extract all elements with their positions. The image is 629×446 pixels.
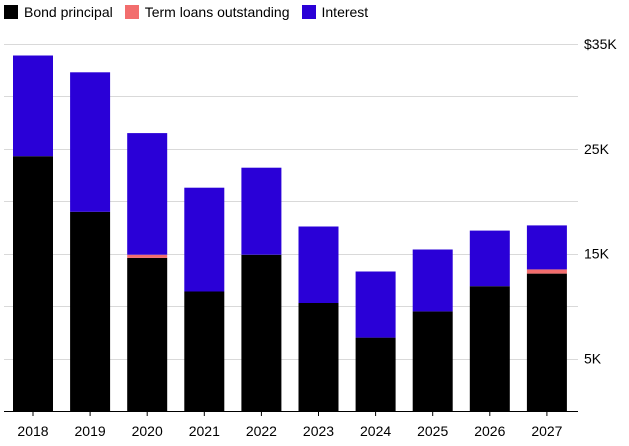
bar-segment — [241, 254, 282, 411]
bar-segment — [526, 269, 567, 274]
bar-segment — [355, 271, 396, 338]
x-tick-label: 2025 — [417, 423, 448, 439]
bar-segment — [469, 230, 510, 287]
bar-segment — [184, 291, 225, 411]
x-tick-label: 2027 — [531, 423, 562, 439]
x-tick-label: 2026 — [474, 423, 505, 439]
legend-label: Term loans outstanding — [144, 4, 290, 20]
bar-segment — [298, 303, 339, 411]
legend-swatch — [4, 5, 18, 19]
x-tick-label: 2019 — [75, 423, 106, 439]
bar-segment — [469, 286, 510, 411]
y-tick-label: 15K — [584, 246, 610, 262]
x-tick-label: 2023 — [303, 423, 334, 439]
bar-segment — [241, 167, 282, 255]
bar-segment — [13, 55, 53, 157]
bar-segment — [184, 187, 225, 292]
legend: Bond principal Term loans outstanding Inte… — [4, 2, 368, 22]
legend-swatch — [124, 5, 139, 19]
bar-segment — [127, 254, 168, 258]
y-tick-label: 25K — [584, 141, 610, 157]
bar-segment — [127, 257, 168, 411]
bar-segment — [412, 311, 453, 411]
legend-swatch — [301, 5, 316, 19]
legend-item: Bond principal — [4, 4, 113, 20]
bar-segment — [412, 249, 453, 312]
bar-segment — [298, 226, 339, 303]
legend-item: Interest — [301, 4, 369, 20]
bar-segment — [13, 156, 53, 411]
bar-segment — [70, 72, 111, 212]
y-tick-label: $35K — [584, 36, 617, 52]
legend-item: Term loans outstanding — [124, 4, 290, 20]
bar-segment — [127, 133, 168, 255]
bar-segment — [526, 225, 567, 270]
x-tick-label: 2021 — [189, 423, 220, 439]
bar-segment — [355, 337, 396, 411]
y-tick-label: 5K — [584, 351, 602, 367]
x-tick-label: 2024 — [360, 423, 391, 439]
legend-label: Interest — [321, 4, 369, 20]
bar-segment — [70, 211, 111, 411]
bar-segment — [526, 273, 567, 411]
x-tick-label: 2022 — [246, 423, 277, 439]
legend-label: Bond principal — [24, 4, 113, 20]
x-tick-label: 2020 — [132, 423, 163, 439]
x-tick-label: 2018 — [17, 423, 48, 439]
